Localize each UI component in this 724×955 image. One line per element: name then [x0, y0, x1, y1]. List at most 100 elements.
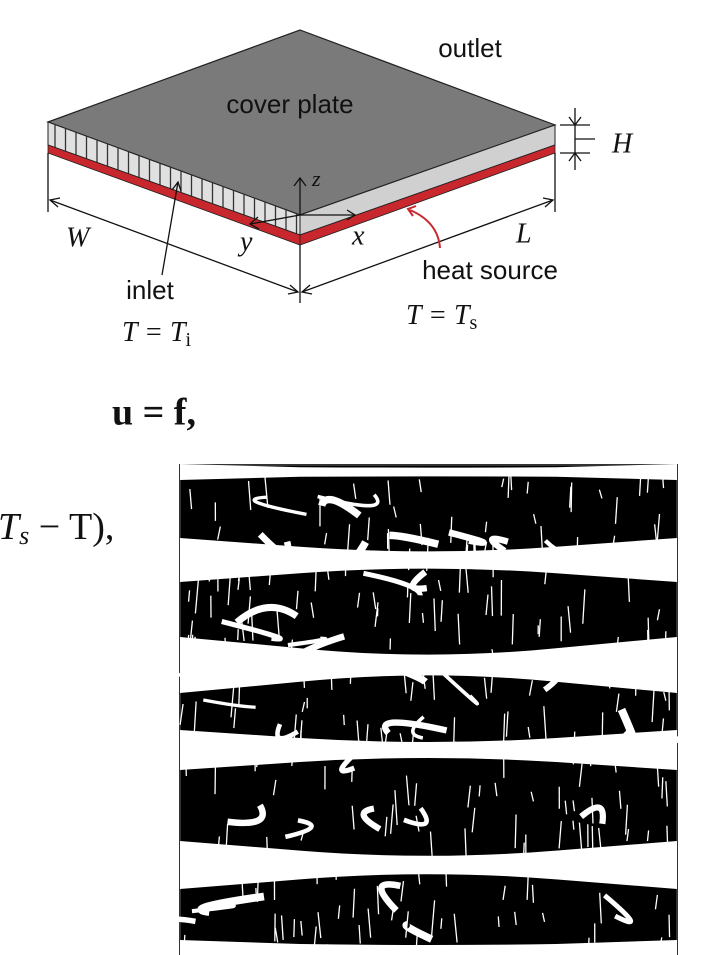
- label-outlet: outlet: [438, 33, 502, 63]
- branch: [381, 719, 448, 736]
- fine-channel: [405, 911, 409, 938]
- fine-channel: [387, 480, 391, 505]
- channel: [180, 730, 677, 770]
- fine-channel: [255, 756, 260, 768]
- fine-channel: [408, 593, 412, 624]
- fine-channel: [421, 612, 425, 623]
- fine-channel: [577, 646, 582, 660]
- branch: [227, 803, 266, 827]
- fine-channel: [238, 681, 241, 705]
- fine-channel: [502, 713, 506, 747]
- fine-channel: [255, 887, 258, 900]
- fine-channel: [452, 717, 456, 747]
- fine-channel: [430, 900, 436, 936]
- fine-channel: [426, 537, 429, 571]
- heat-arrow: [409, 209, 441, 249]
- fine-channel: [384, 816, 388, 837]
- equation-1: u = f,: [112, 392, 196, 434]
- branch: [167, 662, 229, 681]
- fine-channel: [483, 677, 488, 699]
- fine-channel: [572, 731, 576, 765]
- fine-channel: [653, 524, 658, 546]
- fine-channel: [367, 517, 370, 541]
- fine-channel: [616, 636, 619, 652]
- fine-channel: [599, 892, 602, 924]
- label-inlet-temp: T = Ti: [122, 317, 192, 350]
- fine-channel: [491, 649, 496, 666]
- branch: [579, 804, 607, 825]
- fine-channel: [182, 934, 186, 955]
- fine-channel: [591, 826, 594, 854]
- fine-channel: [240, 872, 244, 903]
- branch: [287, 636, 328, 648]
- branch: [488, 535, 509, 554]
- fine-channel: [405, 775, 410, 806]
- fine-channel: [646, 475, 650, 493]
- fine-channel: [655, 548, 659, 573]
- fine-channel: [514, 911, 517, 926]
- fine-channel: [600, 853, 605, 865]
- fine-channel: [589, 757, 592, 767]
- fine-channel: [598, 827, 602, 853]
- branch: [603, 728, 632, 759]
- fine-channel: [374, 602, 379, 627]
- fine-channel: [272, 779, 277, 796]
- fine-channel: [268, 555, 273, 586]
- channel-walls: [54, 122, 298, 235]
- fine-channel: [342, 714, 345, 726]
- topology-image: [154, 464, 692, 955]
- fine-channel: [484, 521, 488, 533]
- fine-channel: [274, 927, 279, 943]
- fine-channel: [265, 849, 268, 874]
- fine-channel: [568, 486, 572, 508]
- fine-channel: [310, 602, 315, 618]
- fine-channel: [558, 821, 562, 849]
- fine-channel: [666, 825, 669, 860]
- fine-channel: [662, 647, 666, 676]
- fine-channel: [654, 894, 659, 910]
- fine-channel: [432, 669, 436, 700]
- fine-channel: [183, 565, 188, 576]
- fine-channel: [454, 741, 457, 754]
- fine-channel: [421, 667, 426, 689]
- label-h: H: [611, 128, 634, 159]
- fine-channel: [572, 820, 575, 830]
- branch: [203, 698, 256, 709]
- fine-channel: [528, 680, 534, 696]
- branch: [287, 633, 346, 664]
- fine-channel: [415, 815, 420, 832]
- fine-channel: [418, 479, 422, 493]
- fine-channel: [602, 742, 607, 759]
- fine-channel: [440, 918, 443, 929]
- fine-channel: [638, 476, 642, 496]
- fine-channel: [216, 550, 219, 562]
- fine-channel: [591, 797, 594, 824]
- fine-channel: [614, 497, 618, 524]
- branch: [275, 723, 299, 741]
- fine-channel: [266, 836, 269, 867]
- fine-channel: [251, 614, 254, 641]
- fine-channel: [295, 590, 299, 610]
- fine-channel: [479, 655, 483, 667]
- fine-channel: [193, 865, 197, 883]
- fine-channel: [365, 724, 369, 750]
- fine-channel: [429, 831, 433, 856]
- fine-channel: [615, 693, 620, 712]
- fine-channel: [657, 558, 662, 571]
- fine-channel: [247, 480, 252, 510]
- fine-channel: [233, 708, 237, 729]
- fine-channel: [578, 763, 583, 787]
- fine-channel: [484, 541, 488, 551]
- fine-channel: [527, 726, 531, 738]
- fine-channel: [184, 746, 187, 777]
- fine-channel: [380, 727, 384, 747]
- fine-channel: [453, 913, 458, 943]
- branch: [221, 619, 283, 642]
- channel: [180, 841, 677, 889]
- fine-channel: [626, 828, 630, 842]
- fine-channel: [241, 620, 245, 642]
- label-x: x: [351, 220, 365, 251]
- branch: [652, 732, 692, 746]
